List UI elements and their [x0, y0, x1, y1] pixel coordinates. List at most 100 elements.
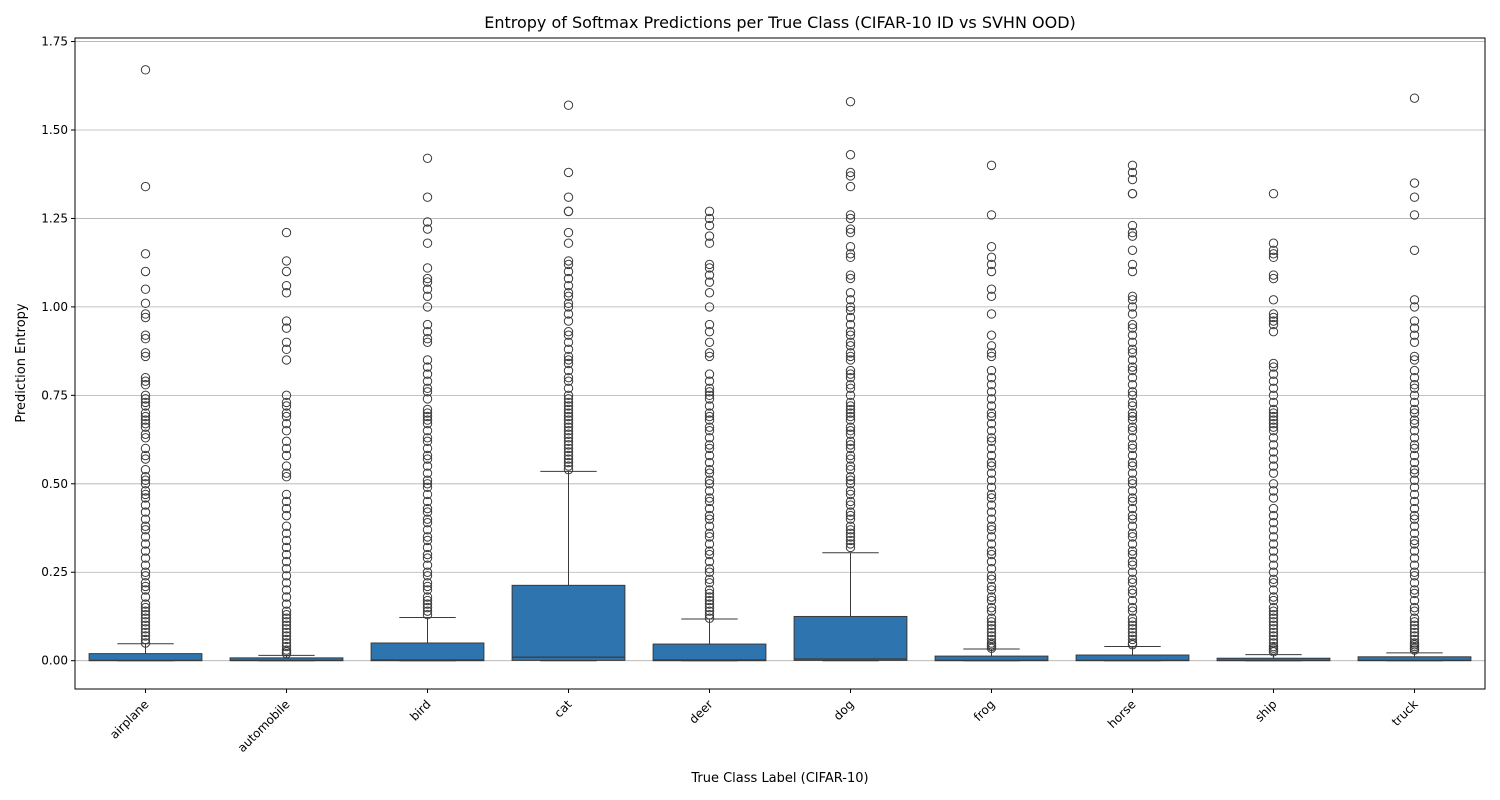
- outlier-point: [986, 602, 997, 613]
- outlier-point: [281, 613, 292, 623]
- outlier-point: [986, 549, 997, 560]
- outlier-point: [1409, 426, 1420, 436]
- outlier-point: [704, 464, 715, 475]
- outlier-point: [986, 581, 997, 592]
- outlier-point: [986, 450, 997, 461]
- outlier-point: [140, 411, 151, 422]
- outlier-point: [1127, 606, 1138, 616]
- outlier-point: [1127, 468, 1138, 478]
- outlier-point: [281, 401, 292, 411]
- outlier-point: [845, 535, 856, 546]
- outlier-point: [845, 426, 856, 436]
- outlier-point: [422, 595, 433, 606]
- outlier-point: [986, 574, 997, 585]
- outlier-point: [1409, 210, 1420, 220]
- outlier-point: [1127, 433, 1138, 443]
- outlier-point: [986, 443, 997, 454]
- outlier-point: [1409, 330, 1420, 340]
- outlier-point: [140, 592, 151, 602]
- outlier-point: [422, 436, 433, 447]
- outlier-point: [1409, 433, 1420, 443]
- outlier-point: [1127, 560, 1138, 570]
- outlier-point: [1268, 245, 1279, 255]
- outlier-point: [563, 436, 574, 447]
- outlier-point: [845, 397, 856, 408]
- outlier-point: [1268, 411, 1279, 422]
- outlier-point: [704, 549, 715, 560]
- outlier-point: [1409, 404, 1420, 415]
- outlier-point: [704, 259, 715, 270]
- outlier-point: [281, 266, 292, 277]
- outlier-point: [704, 387, 715, 397]
- outlier-point: [1409, 567, 1420, 577]
- outlier-point: [140, 546, 151, 556]
- outlier-point: [845, 380, 856, 390]
- outlier-point: [422, 535, 433, 546]
- outlier-point: [140, 525, 151, 535]
- outlier-point: [1127, 380, 1138, 390]
- outlier-point: [1409, 408, 1420, 418]
- outlier-point: [563, 192, 574, 202]
- outlier-point: [1268, 518, 1279, 528]
- outlier-point: [1127, 528, 1138, 539]
- outlier-point: [845, 96, 856, 107]
- box-deer: [652, 618, 767, 662]
- outlier-point: [563, 404, 574, 415]
- outlier-point: [422, 514, 433, 524]
- chart-title: Entropy of Softmax Predictions per True …: [484, 13, 1076, 32]
- outlier-point: [704, 479, 715, 489]
- outlier-point: [1268, 647, 1279, 657]
- outlier-point: [1409, 602, 1420, 613]
- outlier-point: [986, 266, 997, 277]
- outlier-point: [1127, 503, 1138, 514]
- outlier-point: [140, 479, 151, 489]
- outlier-point: [281, 631, 292, 641]
- outlier-point: [140, 464, 151, 475]
- outlier-point: [281, 571, 292, 581]
- outlier-point: [1127, 475, 1138, 485]
- outlier-point: [845, 355, 856, 365]
- outlier-point: [1268, 631, 1279, 641]
- outlier-point: [704, 503, 715, 514]
- outlier-point: [1409, 539, 1420, 549]
- outlier-point: [986, 210, 997, 220]
- outlier-point: [1268, 326, 1279, 337]
- outlier-point: [1409, 380, 1420, 390]
- outlier-point: [140, 599, 151, 609]
- outlier-point: [422, 553, 433, 563]
- outlier-point: [1127, 588, 1138, 599]
- outlier-point: [281, 461, 292, 471]
- outlier-point: [986, 500, 997, 510]
- outlier-point: [845, 415, 856, 425]
- outlier-point: [845, 227, 856, 238]
- outlier-point: [1127, 510, 1138, 521]
- outlier-point: [140, 390, 151, 401]
- outlier-point: [1409, 355, 1420, 365]
- outlier-point: [281, 323, 292, 333]
- outlier-point: [140, 514, 151, 524]
- outlier-point: [422, 610, 433, 620]
- outlier-point: [1409, 489, 1420, 500]
- outlier-point: [140, 521, 151, 531]
- outlier-point: [140, 539, 151, 549]
- outlier-point: [422, 571, 433, 581]
- outlier-point: [986, 521, 997, 531]
- outlier-point: [563, 390, 574, 401]
- outlier-point: [1127, 387, 1138, 397]
- outlier-point: [422, 482, 433, 493]
- outlier-point: [140, 624, 151, 634]
- outlier-point: [563, 422, 574, 432]
- outlier-point: [563, 440, 574, 450]
- outlier-point: [704, 288, 715, 298]
- outlier-point: [1409, 503, 1420, 514]
- outlier-point: [1268, 624, 1279, 634]
- outlier-point: [1268, 539, 1279, 549]
- outlier-point: [1409, 443, 1420, 454]
- outlier-point: [1268, 479, 1279, 489]
- outlier-point: [1268, 525, 1279, 535]
- outlier-point: [1127, 295, 1138, 305]
- outlier-point: [704, 422, 715, 432]
- outlier-point: [1127, 556, 1138, 567]
- outlier-point: [845, 242, 856, 252]
